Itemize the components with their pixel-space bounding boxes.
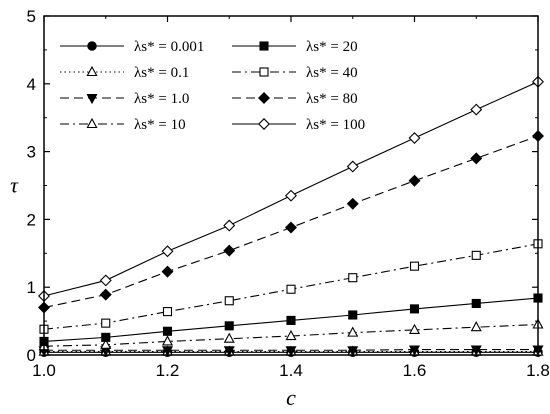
- legend-label: λs* = 100: [306, 117, 365, 133]
- y-tick-label: 5: [27, 7, 36, 26]
- y-axis-title: τ: [10, 173, 19, 198]
- y-tick-label: 2: [27, 210, 36, 229]
- data-point: [471, 250, 481, 260]
- data-point: [224, 296, 234, 306]
- x-tick-label: 1.8: [526, 361, 550, 380]
- data-point: [161, 265, 174, 278]
- data-point: [347, 326, 359, 337]
- legend: λs* = 0.001 λs* = 0.1 λs* = 1.0 λs* = 10 λs*…: [52, 28, 402, 138]
- data-point: [223, 332, 235, 343]
- data-point: [224, 321, 234, 331]
- legend-swatch-marker: [259, 41, 269, 51]
- data-point: [223, 244, 236, 257]
- data-point: [347, 346, 359, 357]
- legend-item: λs* = 0.1: [60, 65, 189, 81]
- series-layer: [38, 75, 544, 358]
- data-point: [348, 273, 358, 283]
- legend-swatch-marker: [258, 92, 270, 104]
- data-point: [161, 245, 174, 258]
- data-point: [408, 323, 421, 334]
- legend-item: λs* = 10: [60, 117, 186, 133]
- series-5: [39, 293, 543, 346]
- data-point: [285, 189, 297, 202]
- data-point: [409, 261, 420, 271]
- data-point: [348, 310, 358, 320]
- y-tick-label: 4: [27, 75, 36, 94]
- data-point: [223, 346, 235, 357]
- x-tick-label: 1.4: [279, 361, 303, 380]
- data-point: [470, 321, 482, 332]
- legend-label: λs* = 0.1: [134, 65, 189, 81]
- legend-swatch-marker: [87, 41, 97, 51]
- legend-swatch-marker: [86, 65, 98, 77]
- data-point: [285, 346, 297, 357]
- data-point: [408, 174, 421, 187]
- data-point: [161, 346, 174, 357]
- data-point: [408, 132, 421, 145]
- legend-item: λs* = 100: [232, 117, 365, 133]
- legend-item: λs* = 80: [232, 91, 358, 107]
- data-point: [99, 274, 112, 287]
- data-point: [286, 315, 296, 325]
- data-point: [470, 103, 483, 116]
- x-axis-title: c: [286, 385, 296, 410]
- legend-label: λs* = 0.001: [134, 39, 204, 55]
- series-3: [38, 345, 544, 357]
- data-point: [162, 307, 173, 317]
- data-point: [161, 335, 174, 346]
- data-point: [409, 304, 420, 314]
- legend-label: λs* = 40: [306, 65, 358, 81]
- legend-label: λs* = 80: [306, 91, 358, 107]
- data-point: [346, 197, 359, 210]
- legend-label: λs* = 20: [306, 39, 358, 55]
- legend-swatch-marker: [259, 67, 269, 77]
- data-point: [408, 345, 421, 356]
- data-point: [285, 329, 297, 341]
- y-tick-label: 0: [27, 346, 36, 365]
- data-point: [162, 326, 173, 336]
- legend-item: λs* = 1.0: [60, 91, 189, 107]
- x-tick-label: 1.0: [32, 361, 56, 380]
- legend-item: λs* = 0.001: [60, 39, 204, 55]
- data-point: [471, 298, 481, 309]
- data-point: [470, 345, 482, 356]
- y-tick-label: 3: [27, 143, 36, 162]
- data-point: [101, 332, 111, 342]
- legend-swatch-marker: [86, 117, 98, 129]
- legend-swatch-marker: [258, 118, 270, 130]
- legend-label: λs* = 10: [134, 117, 186, 133]
- y-tick-label: 1: [27, 278, 36, 297]
- legend-swatch-marker: [86, 93, 98, 105]
- data-point: [101, 318, 111, 328]
- legend-label: λs* = 1.0: [134, 91, 189, 107]
- legend-item: λs* = 40: [232, 65, 358, 81]
- legend-item: λs* = 20: [232, 39, 358, 55]
- data-point: [285, 221, 297, 234]
- series-8: [38, 75, 544, 302]
- data-point: [223, 219, 236, 232]
- x-tick-label: 1.2: [156, 361, 180, 380]
- plot-frame: [43, 15, 539, 356]
- x-tick-label: 1.6: [403, 361, 427, 380]
- data-point: [99, 288, 112, 301]
- data-point: [346, 160, 359, 173]
- data-point: [470, 152, 483, 165]
- data-point: [100, 338, 112, 349]
- data-point: [286, 284, 296, 294]
- series-7: [38, 130, 544, 314]
